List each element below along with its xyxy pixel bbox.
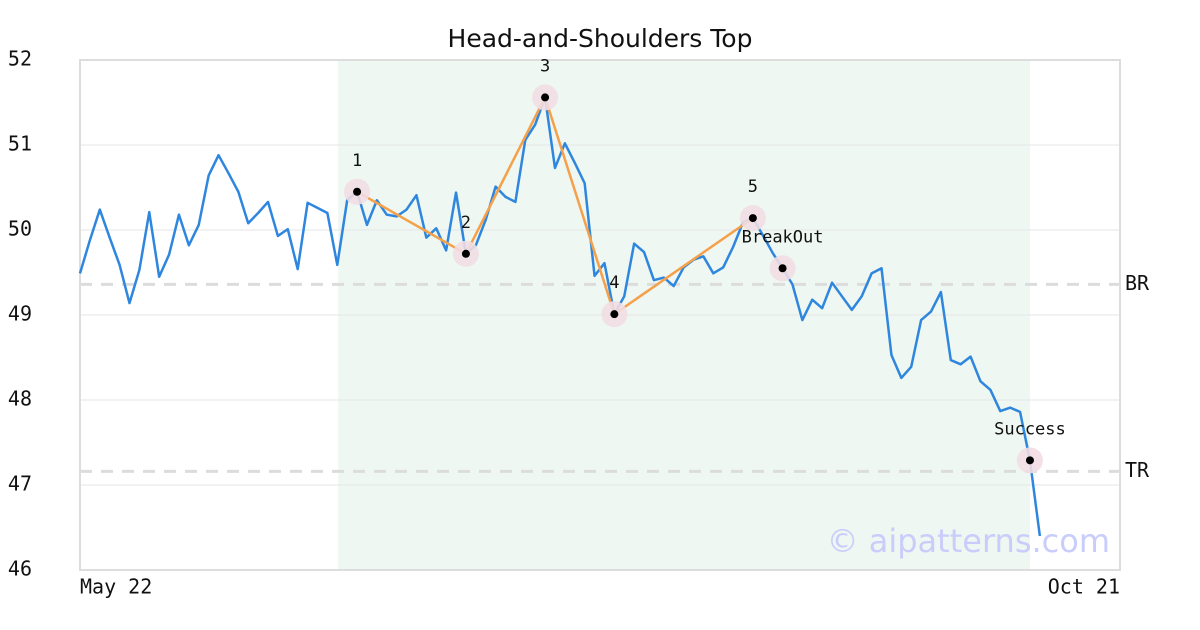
point-label: 2: [461, 213, 471, 233]
plot-frame: [79, 59, 1121, 571]
point-label: BreakOut: [742, 227, 824, 247]
y-tick-label: 51: [8, 132, 32, 156]
point-dot: [461, 249, 470, 258]
watermark: © aipatterns.com: [827, 522, 1110, 560]
y-tick-label: 46: [8, 557, 32, 581]
point-label: Success: [994, 419, 1066, 439]
level-label: BR: [1125, 271, 1150, 295]
point-dot: [778, 264, 787, 273]
y-tick-label: 47: [8, 472, 32, 496]
point-dot: [748, 214, 757, 223]
chart-title: Head-and-Shoulders Top: [448, 24, 753, 53]
point-dot: [353, 187, 362, 196]
y-tick-label: 52: [8, 47, 32, 71]
point-label: 5: [748, 177, 758, 197]
point-dot: [610, 310, 619, 319]
level-label: TR: [1125, 458, 1150, 482]
point-label: 3: [540, 56, 550, 76]
point-label: 4: [609, 273, 619, 293]
x-tick-label: May 22: [80, 575, 152, 599]
y-tick-label: 50: [8, 217, 32, 241]
y-tick-label: 48: [8, 387, 32, 411]
point-dot: [541, 93, 550, 102]
price-line: [78, 96, 1042, 537]
y-tick-label: 49: [8, 302, 32, 326]
x-tick-label: Oct 21: [1048, 575, 1120, 599]
point-dot: [1025, 456, 1034, 465]
point-label: 1: [352, 151, 362, 171]
